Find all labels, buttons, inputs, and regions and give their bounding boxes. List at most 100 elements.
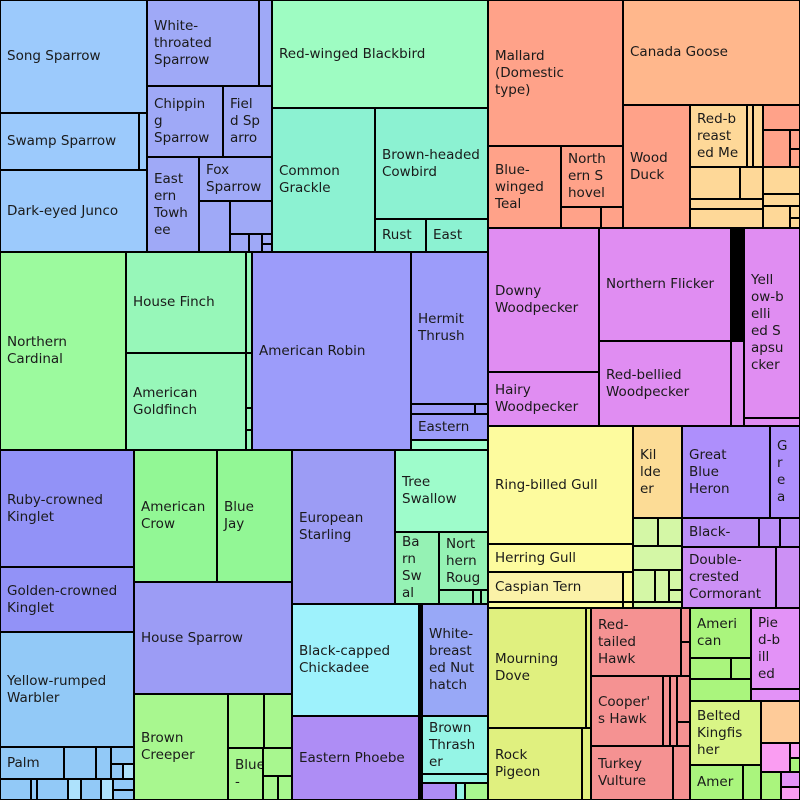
shore-small-7[interactable] [669, 590, 682, 602]
warbler-small-2[interactable] [96, 747, 111, 779]
swallow-small-2[interactable] [473, 590, 481, 604]
sparrow-small-6[interactable] [262, 244, 272, 252]
sparrow-sliver-2[interactable] [259, 0, 272, 86]
corner-tan[interactable] [761, 701, 800, 743]
warbler-small-1[interactable] [64, 747, 96, 779]
amer-truncated[interactable]: Amer [690, 765, 743, 800]
northern-cardinal[interactable]: Northern Cardinal [0, 252, 126, 450]
finch-sliver-2[interactable] [246, 353, 252, 408]
heron-small-2[interactable] [780, 518, 800, 547]
turkey-vulture[interactable]: Turkey Vulture [591, 746, 673, 800]
american-robin[interactable]: American Robin [252, 252, 411, 450]
tree-swallow[interactable]: Tree Swallow [395, 450, 488, 532]
eastern-phoebe[interactable]: Eastern Phoebe [292, 716, 419, 800]
duck-small-6[interactable] [763, 130, 790, 167]
brown-headed-cowbird[interactable]: Brown-headed Cowbird [375, 108, 488, 219]
corner-small-1[interactable] [743, 765, 761, 800]
coopers-hawk[interactable]: Cooper' s Hawk [591, 676, 663, 746]
rock-pigeon[interactable]: Rock Pigeon [488, 728, 582, 800]
white-throated-sparrow[interactable]: White- throated Sparrow [147, 0, 259, 86]
eastern-towhee[interactable]: East ern Towh ee [147, 157, 199, 252]
black-capped-chickadee[interactable]: Black-capped Chickadee [292, 604, 419, 716]
creeper-small-5[interactable] [278, 776, 292, 800]
warbler-small-4[interactable] [111, 764, 123, 779]
sparrow-small-3[interactable] [230, 234, 249, 252]
creeper-small-3[interactable] [263, 748, 292, 776]
caspian-tern[interactable]: Caspian Tern [488, 572, 623, 602]
hawk-small-6[interactable] [677, 722, 690, 746]
sparrow-small-1[interactable] [199, 201, 230, 252]
coot-small-2[interactable] [731, 658, 751, 679]
palm-warbler[interactable]: Palm [0, 747, 64, 779]
duck-small-2[interactable] [601, 207, 623, 228]
thrush-small-1[interactable] [411, 404, 475, 414]
sparrow-small-4[interactable] [249, 234, 262, 252]
warbler-small-6[interactable] [0, 779, 31, 800]
duck-small-13[interactable] [763, 194, 800, 206]
song-sparrow[interactable]: Song Sparrow [0, 0, 147, 113]
corner-small-5[interactable] [781, 787, 800, 800]
cormorant-small[interactable] [776, 547, 800, 608]
thrasher-small-3[interactable] [465, 783, 488, 800]
n-rough-winged-swallow[interactable]: Nort hern Roug [439, 532, 488, 590]
american-crow[interactable]: American Crow [134, 450, 217, 582]
woodpecker-sliver[interactable] [731, 341, 744, 426]
ruby-crowned-kinglet[interactable]: Ruby-crowned Kinglet [0, 450, 134, 567]
eastern-bluebird[interactable]: Eastern [411, 414, 488, 440]
killdeer[interactable]: Kil lde er [633, 426, 682, 518]
gull-small-1[interactable] [623, 572, 633, 602]
yellow-rumped-warbler[interactable]: Yellow-rumped Warbler [0, 632, 134, 747]
brown-thrasher[interactable]: Brown Thrash er [422, 716, 488, 774]
shore-small-6[interactable] [669, 570, 682, 590]
warbler-small-8[interactable] [37, 779, 68, 800]
thrasher-strip[interactable] [422, 774, 488, 783]
duck-small-17[interactable] [790, 218, 800, 228]
chipping-sparrow[interactable]: Chippin g Sparrow [147, 86, 223, 157]
dove-sliver-1[interactable] [586, 608, 591, 728]
blue-jay[interactable]: Blue Jay [217, 450, 292, 582]
duck-small-1[interactable] [561, 207, 601, 228]
golden-crowned-kinglet[interactable]: Golden-crowned Kinglet [0, 567, 134, 632]
corner-pink-1[interactable] [761, 743, 790, 772]
warbler-small-5[interactable] [123, 764, 134, 779]
brown-creeper[interactable]: Brown Creeper [134, 694, 228, 800]
black-crowned-truncated[interactable]: Black- [682, 518, 759, 547]
grebe-strip[interactable] [751, 689, 800, 701]
belted-kingfisher[interactable]: Belted Kingfis her [690, 701, 761, 765]
swamp-sparrow[interactable]: Swamp Sparrow [0, 113, 139, 170]
hawk-small-5[interactable] [677, 676, 690, 722]
hawk-small-7[interactable] [673, 746, 690, 800]
shore-strip[interactable] [633, 602, 682, 608]
shore-small-2[interactable] [658, 518, 682, 546]
corner-small-2[interactable] [790, 758, 800, 772]
downy-woodpecker[interactable]: Downy Woodpecker [488, 228, 599, 372]
barn-swallow[interactable]: Ba rn Sw al [395, 532, 439, 604]
european-starling[interactable]: European Starling [292, 450, 395, 604]
finch-sliver-4[interactable] [246, 430, 252, 450]
dark-eyed-junco[interactable]: Dark-eyed Junco [0, 170, 147, 252]
hawk-small-1[interactable] [681, 608, 690, 642]
corner-small-3[interactable] [761, 772, 781, 800]
warbler-small-12[interactable] [113, 779, 134, 790]
swallow-small-3[interactable] [481, 590, 488, 604]
creeper-small-1[interactable] [228, 694, 264, 748]
gull-small-2[interactable] [623, 602, 633, 608]
hawk-small-3[interactable] [663, 676, 670, 746]
shore-small-5[interactable] [655, 570, 669, 602]
duck-small-11[interactable] [763, 167, 800, 194]
duck-small-7[interactable] [790, 130, 800, 149]
blue-truncated[interactable]: Blue - [228, 748, 263, 800]
creeper-small-4[interactable] [263, 776, 278, 800]
corner-pink-2[interactable] [790, 743, 800, 758]
heron-small-1[interactable] [759, 518, 780, 547]
warbler-small-9[interactable] [68, 779, 81, 800]
duck-small-14[interactable] [690, 209, 763, 228]
warbler-small-3[interactable] [111, 747, 134, 764]
warbler-small-11[interactable] [101, 779, 113, 800]
house-sparrow[interactable]: House Sparrow [134, 582, 292, 694]
blue-winged-teal[interactable]: Blue- winged Teal [488, 146, 561, 228]
thrush-small-2[interactable] [475, 404, 488, 414]
canada-goose[interactable]: Canada Goose [623, 0, 800, 105]
field-sparrow[interactable]: Fiel d Sp arro [223, 86, 272, 157]
coot-small-3[interactable] [690, 679, 751, 701]
